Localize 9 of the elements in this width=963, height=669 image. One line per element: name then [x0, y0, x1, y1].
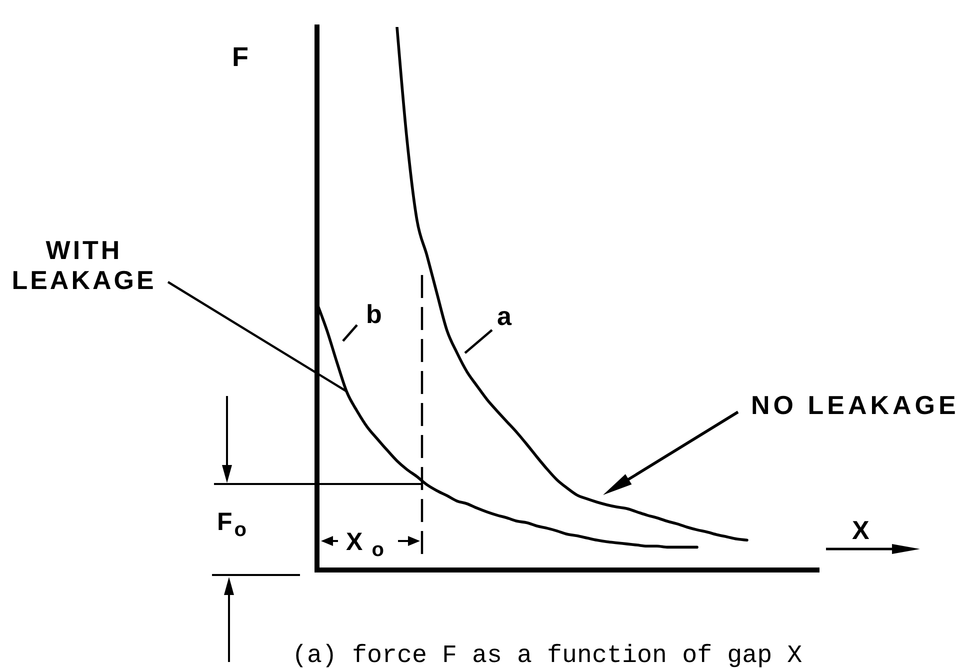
x-axis-title: X: [852, 515, 870, 545]
text: (a) force F as a function of gap X: [292, 641, 802, 669]
annotation: NO LEAKAGE: [751, 390, 960, 420]
annotation: X$_{o}$: [346, 528, 384, 561]
y-axis-title: F: [232, 42, 248, 72]
text: WITH LEAKAGE: [10, 235, 158, 295]
series-label: b: [366, 299, 382, 329]
text: F$_{o}$: [217, 508, 246, 541]
series-label: a: [497, 301, 512, 331]
